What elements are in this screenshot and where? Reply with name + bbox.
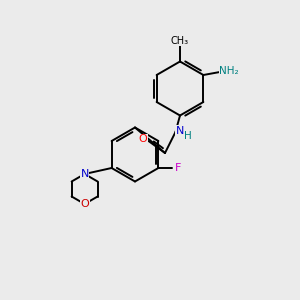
- Text: O: O: [80, 199, 89, 209]
- Text: CH₃: CH₃: [171, 35, 189, 46]
- Text: F: F: [175, 163, 181, 173]
- Text: N: N: [176, 125, 184, 136]
- Text: O: O: [139, 134, 148, 145]
- Text: NH₂: NH₂: [219, 65, 239, 76]
- Text: N: N: [80, 169, 89, 179]
- Text: H: H: [184, 130, 192, 141]
